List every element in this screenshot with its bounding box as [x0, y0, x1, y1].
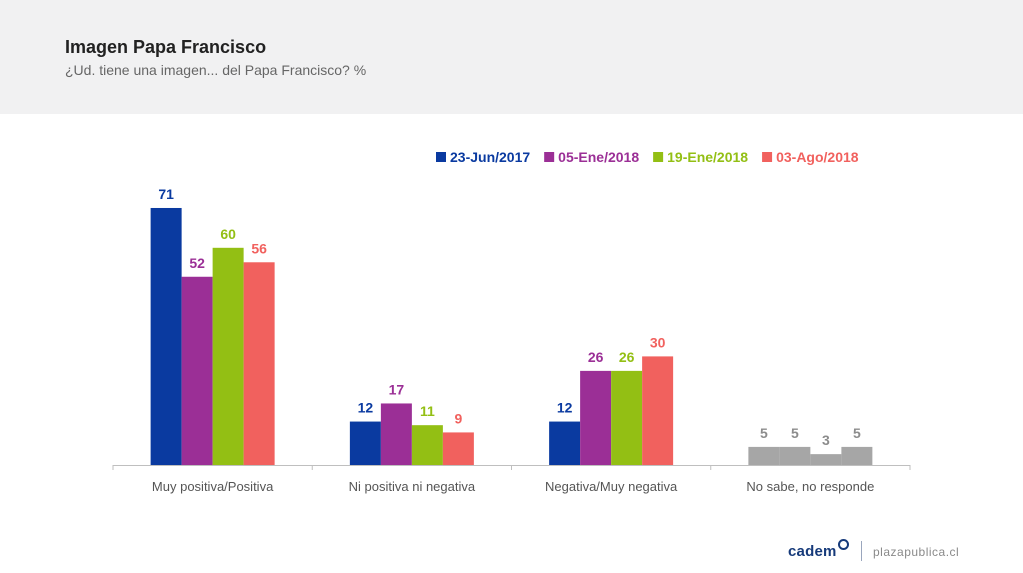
legend-swatch-05-ene-2018	[544, 152, 555, 162]
bar-ni-positiva-ni-negativa-05-ene-2018	[380, 403, 412, 465]
data-label: 30	[650, 334, 666, 350]
cadem-logo: cadem	[788, 539, 849, 560]
legend-swatch-03-ago-2018	[762, 152, 773, 162]
data-label: 60	[220, 226, 236, 242]
bar-no-sabe-no-responde-05-ene-2018	[779, 446, 811, 465]
data-label: 3	[822, 432, 830, 448]
data-label: 12	[557, 400, 573, 416]
category-label-ni-positiva-ni-negativa: Ni positiva ni negativa	[349, 479, 476, 494]
data-label: 11	[420, 403, 435, 419]
legend-label-05-ene-2018: 05-Ene/2018	[558, 149, 639, 165]
data-label: 52	[189, 255, 205, 271]
data-label: 17	[389, 381, 405, 397]
data-label: 9	[454, 410, 462, 426]
data-label: 56	[251, 240, 267, 256]
data-label: 12	[358, 400, 374, 416]
bar-ni-positiva-ni-negativa-03-ago-2018	[442, 432, 474, 465]
bar-negativa-muy-negativa-03-ago-2018	[642, 356, 674, 465]
bar-no-sabe-no-responde-03-ago-2018	[841, 446, 873, 465]
bar-muy-positiva-positiva-05-ene-2018	[181, 276, 213, 465]
data-label: 5	[791, 425, 799, 441]
bar-negativa-muy-negativa-19-ene-2018	[611, 370, 643, 465]
page-subtitle: ¿Ud. tiene una imagen... del Papa Franci…	[65, 62, 367, 78]
data-label: 26	[588, 349, 604, 365]
bar-muy-positiva-positiva-19-ene-2018	[212, 247, 244, 465]
data-label: 26	[619, 349, 635, 365]
category-label-muy-positiva-positiva: Muy positiva/Positiva	[152, 479, 274, 494]
data-label: 5	[760, 425, 768, 441]
brand-text: cadem	[788, 543, 837, 560]
bar-muy-positiva-positiva-23-jun-2017	[150, 207, 182, 466]
logo-dot-icon	[837, 539, 849, 550]
bar-muy-positiva-positiva-03-ago-2018	[243, 262, 275, 465]
bar-no-sabe-no-responde-19-ene-2018	[810, 454, 842, 465]
data-label: 5	[853, 425, 861, 441]
data-label: 71	[158, 186, 174, 202]
legend-label-19-ene-2018: 19-Ene/2018	[667, 149, 748, 165]
footer-divider	[861, 541, 862, 561]
bar-ni-positiva-ni-negativa-19-ene-2018	[411, 425, 443, 465]
legend-label-23-jun-2017: 23-Jun/2017	[450, 149, 530, 165]
legend-swatch-23-jun-2017	[436, 152, 446, 162]
page-title: Imagen Papa Francisco	[65, 37, 267, 57]
bar-ni-positiva-ni-negativa-23-jun-2017	[349, 421, 381, 465]
legend-swatch-19-ene-2018	[653, 152, 664, 162]
bar-no-sabe-no-responde-23-jun-2017	[748, 446, 780, 465]
footer-site: plazapublica.cl	[873, 545, 960, 559]
legend-label-03-ago-2018: 03-Ago/2018	[776, 149, 859, 165]
category-label-no-sabe-no-responde: No sabe, no responde	[746, 479, 874, 494]
bar-negativa-muy-negativa-23-jun-2017	[549, 421, 581, 465]
header-panel: Imagen Papa Francisco ¿Ud. tiene una ima…	[0, 0, 1023, 114]
category-label-negativa-muy-negativa: Negativa/Muy negativa	[545, 479, 678, 494]
bar-negativa-muy-negativa-05-ene-2018	[580, 370, 612, 465]
